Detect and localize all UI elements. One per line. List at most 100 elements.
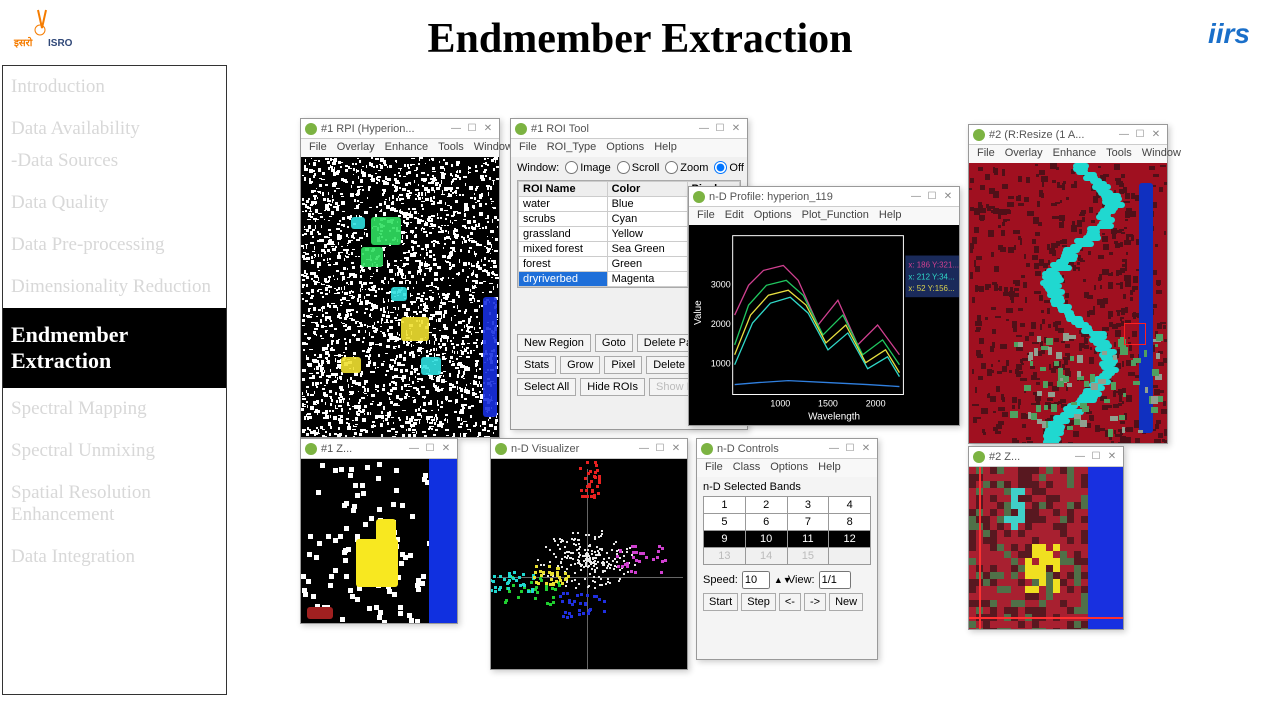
- close-icon[interactable]: ✕: [481, 122, 495, 136]
- minimize-icon[interactable]: —: [637, 442, 651, 456]
- profile-plot[interactable]: Value Wavelength 1000 2000 3000 1000 150…: [689, 225, 959, 425]
- menu-edit[interactable]: Edit: [725, 209, 744, 223]
- menu-overlay[interactable]: Overlay: [337, 141, 375, 155]
- titlebar[interactable]: #1 ROI Tool — ☐ ✕: [511, 119, 747, 139]
- speed-spinner[interactable]: ▲▼: [774, 575, 784, 585]
- pixel-button[interactable]: Pixel: [604, 356, 642, 374]
- zoom1-canvas[interactable]: [301, 459, 457, 623]
- band-cell[interactable]: 4: [829, 497, 871, 514]
- menu-tools[interactable]: Tools: [438, 141, 464, 155]
- menu-tools[interactable]: Tools: [1106, 147, 1132, 161]
- sidebar-item-unmix[interactable]: Spectral Unmixing: [3, 430, 226, 472]
- menu-file[interactable]: File: [309, 141, 327, 155]
- start-button[interactable]: Start: [703, 593, 738, 611]
- step-button[interactable]: Step: [741, 593, 776, 611]
- band-cell[interactable]: 2: [745, 497, 787, 514]
- titlebar[interactable]: #2 (R:Resize (1 A... — ☐ ✕: [969, 125, 1167, 145]
- minimize-icon[interactable]: —: [697, 122, 711, 136]
- band-cell[interactable]: 5: [704, 514, 746, 531]
- menu-overlay[interactable]: Overlay: [1005, 147, 1043, 161]
- titlebar[interactable]: n-D Visualizer — ☐ ✕: [491, 439, 687, 459]
- sidebar-item-integration[interactable]: Data Integration: [3, 536, 226, 578]
- radio-off[interactable]: Off: [714, 161, 743, 174]
- sidebar-item-specmap[interactable]: Spectral Mapping: [3, 388, 226, 430]
- goto-button[interactable]: Goto: [595, 334, 633, 352]
- minimize-icon[interactable]: —: [449, 122, 463, 136]
- close-icon[interactable]: ✕: [729, 122, 743, 136]
- roi-image-canvas[interactable]: [301, 157, 499, 437]
- maximize-icon[interactable]: ☐: [423, 442, 437, 456]
- maximize-icon[interactable]: ☐: [925, 190, 939, 204]
- menu-window[interactable]: Window: [1142, 147, 1181, 161]
- titlebar[interactable]: n-D Controls — ☐ ✕: [697, 439, 877, 459]
- minimize-icon[interactable]: —: [909, 190, 923, 204]
- maximize-icon[interactable]: ☐: [713, 122, 727, 136]
- titlebar[interactable]: #1 RPI (Hyperion... — ☐ ✕: [301, 119, 499, 139]
- menu-options[interactable]: Options: [606, 141, 644, 155]
- menu-file[interactable]: File: [519, 141, 537, 155]
- menu-enhance[interactable]: Enhance: [1053, 147, 1096, 161]
- menu-class[interactable]: Class: [733, 461, 761, 475]
- menu-file[interactable]: File: [977, 147, 995, 161]
- minimize-icon[interactable]: —: [1117, 128, 1131, 142]
- minimize-icon[interactable]: —: [827, 442, 841, 456]
- band-cell[interactable]: 8: [829, 514, 871, 531]
- band-cell[interactable]: 12: [829, 531, 871, 548]
- band-cell[interactable]: 11: [787, 531, 829, 548]
- hide-rois-button[interactable]: Hide ROIs: [580, 378, 645, 396]
- menu-help[interactable]: Help: [879, 209, 902, 223]
- band-cell[interactable]: 3: [787, 497, 829, 514]
- close-icon[interactable]: ✕: [1105, 450, 1119, 464]
- maximize-icon[interactable]: ☐: [465, 122, 479, 136]
- close-icon[interactable]: ✕: [439, 442, 453, 456]
- band-cell[interactable]: 7: [787, 514, 829, 531]
- sidebar-item-spatial[interactable]: Spatial Resolution Enhancement: [3, 472, 226, 536]
- menu-file[interactable]: File: [705, 461, 723, 475]
- sidebar-item-preproc[interactable]: Data Pre-processing: [3, 224, 226, 266]
- band-cell[interactable]: 10: [745, 531, 787, 548]
- col-name[interactable]: ROI Name: [519, 182, 608, 197]
- sidebar-item-quality[interactable]: Data Quality: [3, 182, 226, 224]
- maximize-icon[interactable]: ☐: [1133, 128, 1147, 142]
- sidebar-item-intro[interactable]: Introduction: [3, 66, 226, 108]
- radio-scroll[interactable]: Scroll: [617, 161, 660, 174]
- close-icon[interactable]: ✕: [859, 442, 873, 456]
- stats-button[interactable]: Stats: [517, 356, 556, 374]
- band-cell[interactable]: 9: [704, 531, 746, 548]
- band-cell[interactable]: 14: [745, 548, 787, 565]
- sidebar-item-sources[interactable]: -Data Sources: [3, 150, 226, 182]
- menu-options[interactable]: Options: [754, 209, 792, 223]
- titlebar[interactable]: n-D Profile: hyperion_119 — ☐ ✕: [689, 187, 959, 207]
- next-button[interactable]: ->: [804, 593, 826, 611]
- close-icon[interactable]: ✕: [669, 442, 683, 456]
- minimize-icon[interactable]: —: [1073, 450, 1087, 464]
- menu-file[interactable]: File: [697, 209, 715, 223]
- menu-options[interactable]: Options: [770, 461, 808, 475]
- band-cell[interactable]: 15: [787, 548, 829, 565]
- maximize-icon[interactable]: ☐: [1089, 450, 1103, 464]
- maximize-icon[interactable]: ☐: [653, 442, 667, 456]
- zoom2-canvas[interactable]: [969, 467, 1123, 629]
- close-icon[interactable]: ✕: [1149, 128, 1163, 142]
- speed-input[interactable]: [742, 571, 770, 589]
- band-cell[interactable]: 6: [745, 514, 787, 531]
- titlebar[interactable]: #2 Z... — ☐ ✕: [969, 447, 1123, 467]
- menu-enhance[interactable]: Enhance: [385, 141, 428, 155]
- view-input[interactable]: [819, 571, 851, 589]
- minimize-icon[interactable]: —: [407, 442, 421, 456]
- sidebar-item-endmember[interactable]: Endmember Extraction: [3, 308, 226, 388]
- rgb-image-canvas[interactable]: [969, 163, 1167, 443]
- close-icon[interactable]: ✕: [941, 190, 955, 204]
- nd-visualizer-canvas[interactable]: [491, 459, 687, 669]
- radio-zoom[interactable]: Zoom: [665, 161, 708, 174]
- sidebar-item-availability[interactable]: Data Availability: [3, 108, 226, 150]
- menu-help[interactable]: Help: [654, 141, 677, 155]
- maximize-icon[interactable]: ☐: [843, 442, 857, 456]
- prev-button[interactable]: <-: [779, 593, 801, 611]
- new-button[interactable]: New: [829, 593, 863, 611]
- grow-button[interactable]: Grow: [560, 356, 600, 374]
- band-cell[interactable]: 1: [704, 497, 746, 514]
- band-cell[interactable]: 13: [704, 548, 746, 565]
- new-region-button[interactable]: New Region: [517, 334, 591, 352]
- menu-window[interactable]: Window: [474, 141, 513, 155]
